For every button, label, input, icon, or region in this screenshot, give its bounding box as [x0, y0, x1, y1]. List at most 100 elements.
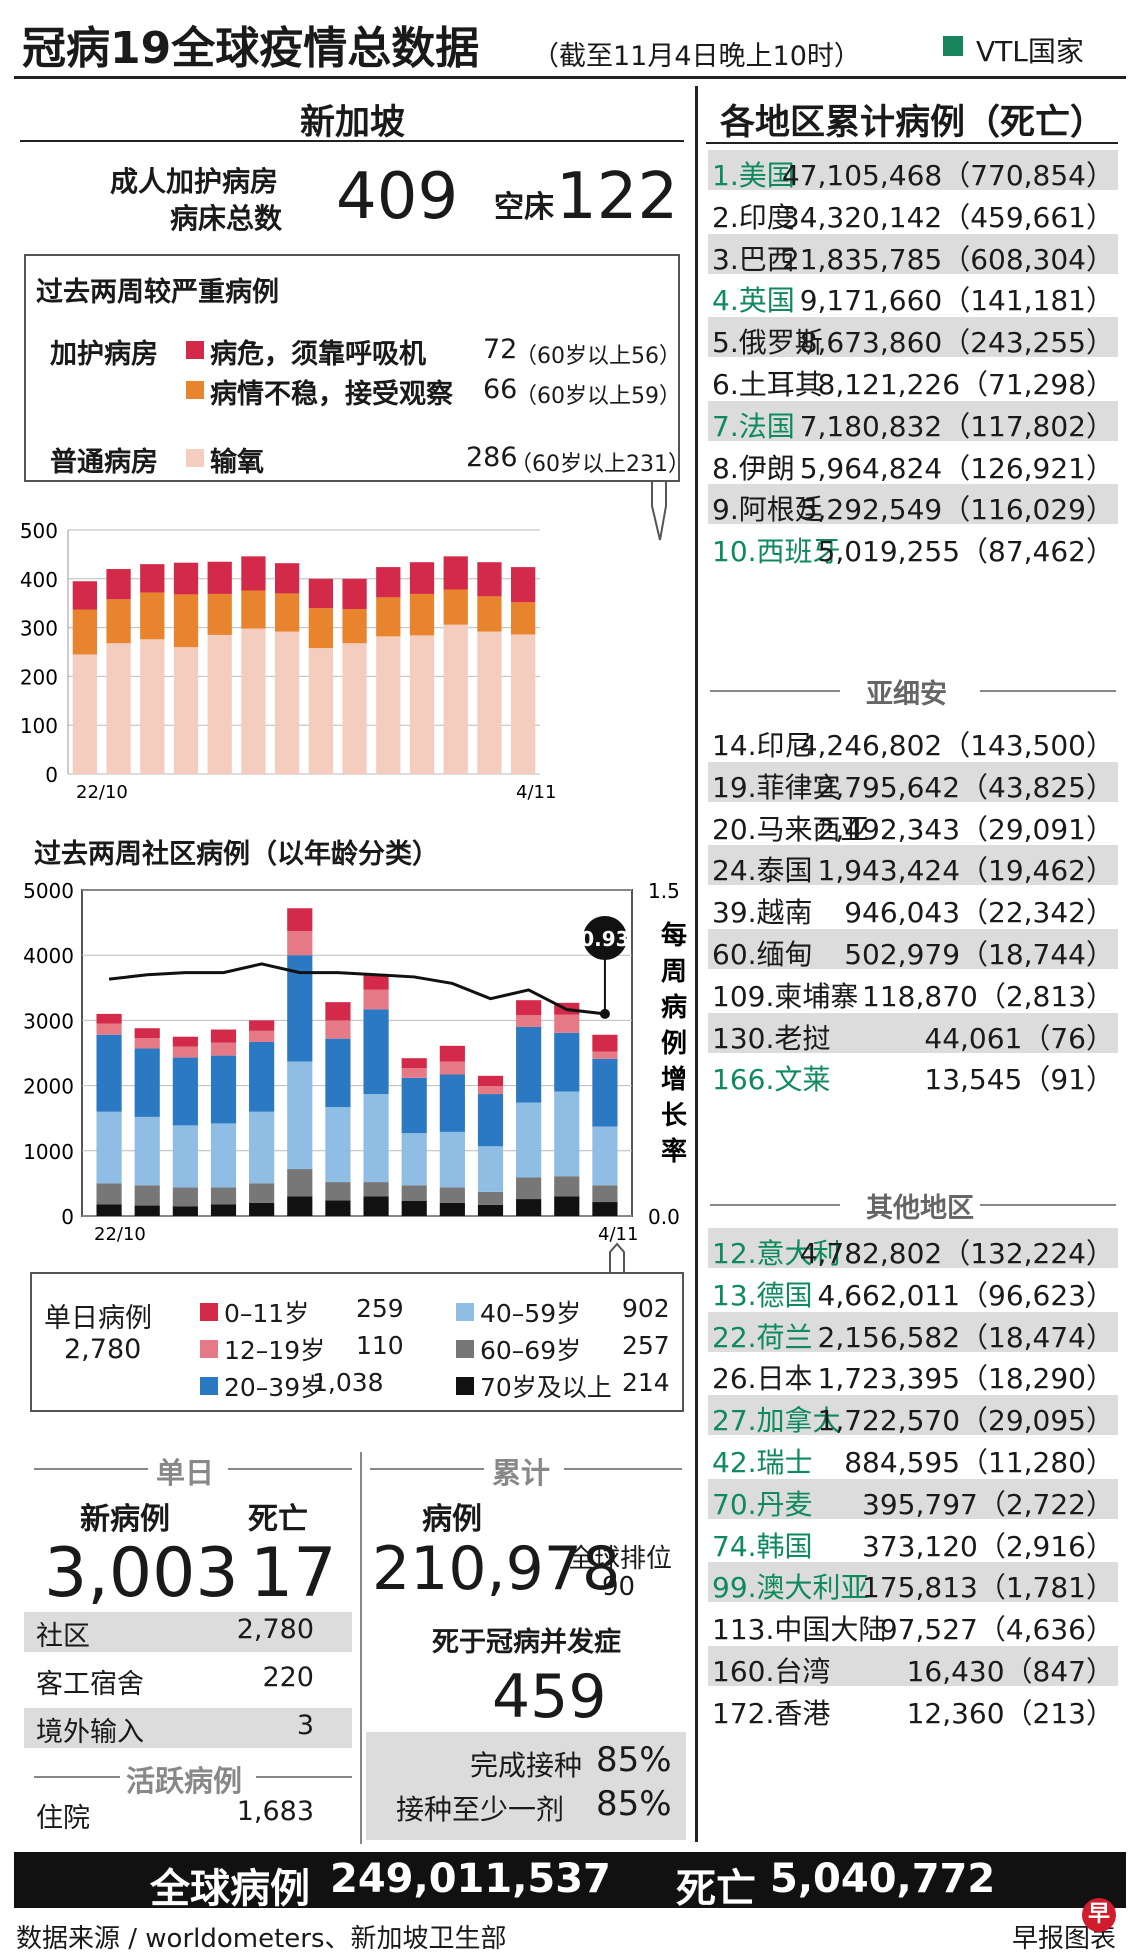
- chart1-bar-segment: [477, 631, 502, 774]
- chart2-bar-segment: [134, 1185, 160, 1206]
- region-name: 12.意大利: [712, 1237, 841, 1270]
- chart2-y2label-char: 病: [661, 993, 687, 1023]
- chart2-bar-segment: [592, 1034, 618, 1052]
- chart1-bar-segment: [511, 567, 536, 603]
- region-name: 10.西班牙: [712, 535, 841, 569]
- chart1-bar-segment: [106, 599, 131, 644]
- asean-rule-right: [980, 690, 1116, 692]
- daily-row-label-dorm: 客工宿舍: [36, 1669, 144, 1700]
- chart1-ytick: 300: [20, 617, 58, 641]
- chart2-bar-segment: [477, 1094, 504, 1147]
- chart2-bar-segment: [363, 1196, 389, 1216]
- active-rule-right: [256, 1776, 352, 1778]
- chart1-bar-segment: [106, 569, 131, 600]
- global-cases-value: 249,011,537: [330, 1856, 611, 1902]
- region-cases-deaths: 2,492,343（29,091）: [817, 812, 1114, 846]
- icu-label-1: 成人加护病房: [110, 165, 279, 198]
- chart1-bar-segment: [511, 634, 536, 774]
- region-cases-deaths: 884,595（11,280）: [844, 1446, 1114, 1479]
- chart2-y2label-char: 增: [661, 1064, 687, 1095]
- vacc-full-value: 85%: [596, 1740, 672, 1780]
- regions-title: 各地区累计病例（死亡）: [720, 103, 1106, 143]
- chart1-ytick: 500: [20, 519, 58, 543]
- active-title: 活跃病例: [126, 1764, 243, 1798]
- region-name: 27.加拿大: [712, 1404, 841, 1438]
- vacc-full-label: 完成接种: [470, 1749, 583, 1782]
- region-cases-deaths: 44,061（76）: [924, 1021, 1114, 1055]
- chart2-bar-segment: [516, 1102, 542, 1178]
- chart2-bar-segment: [134, 1205, 160, 1216]
- chart2-y2label-char: 周: [661, 957, 687, 987]
- age-legend-label: 12–19岁: [224, 1336, 326, 1365]
- chart2-bar-segment: [477, 1075, 504, 1087]
- region-name: 99.澳大利亚: [712, 1571, 869, 1605]
- chart1-bar-segment: [106, 643, 131, 774]
- chart2-bar-segment: [96, 1204, 122, 1216]
- chart1-bar-segment: [241, 590, 266, 629]
- region-cases-deaths: 946,043（22,342）: [844, 896, 1114, 930]
- region-name: 20.马来西亚: [712, 812, 869, 846]
- cum-cases-value: 210,978: [372, 1534, 621, 1604]
- chart2-bar-segment: [96, 1111, 122, 1184]
- chart1-bar-segment: [241, 628, 266, 774]
- chart2-callout-value: 0.93: [580, 927, 629, 951]
- chart2-ytick: 5000: [23, 879, 74, 903]
- chart1-bar-segment: [72, 609, 97, 655]
- region-cases-deaths: 2,795,642（43,825）: [817, 770, 1114, 804]
- hosp-label: 住院: [36, 1803, 90, 1834]
- chart2-frame: [81, 889, 633, 1217]
- region-name: 24.泰国: [712, 854, 813, 888]
- region-cases-deaths: 4,246,802（143,500）: [799, 729, 1114, 762]
- region-cases-deaths: 118,870（2,813）: [862, 979, 1114, 1013]
- chart2-bar-segment: [210, 1187, 237, 1205]
- chart2-bar-segment: [96, 1013, 122, 1024]
- icu-total: 409: [336, 160, 459, 234]
- region-row-shade: [708, 1012, 1118, 1053]
- region-name: 26.日本: [712, 1362, 813, 1396]
- chart1-bar-segment: [409, 562, 435, 594]
- chart2-bar-segment: [249, 1030, 275, 1042]
- asean-title: 亚细安: [866, 679, 947, 710]
- empty-beds: 122: [556, 160, 679, 234]
- chart1-ytick: 0: [45, 763, 58, 787]
- age-legend-value: 110: [356, 1331, 404, 1360]
- region-name: 172.香港: [712, 1696, 831, 1730]
- age-legend-label: 60–69岁: [480, 1336, 582, 1365]
- chart2-bar-segment: [592, 1202, 618, 1216]
- chart1-bar-segment: [443, 556, 468, 590]
- vtl-legend-label: VTL国家: [976, 35, 1084, 68]
- region-name: 13.德国: [712, 1278, 813, 1312]
- region-cases-deaths: 5,019,255（87,462）: [817, 535, 1114, 569]
- chart2-bar-segment: [134, 1038, 160, 1049]
- critical-value: 72: [483, 334, 518, 365]
- column-divider: [695, 86, 698, 1842]
- chart1-bar-segment: [275, 563, 300, 594]
- chart1-bar-segment: [342, 609, 367, 644]
- daily-title: 单日: [156, 1456, 215, 1490]
- chart2-bar-segment: [401, 1185, 427, 1202]
- chart2-ytick: 0: [61, 1205, 74, 1229]
- chart2-growth-line: [108, 962, 606, 1016]
- region-cases-deaths: 4,662,011（96,623）: [817, 1278, 1114, 1312]
- icu-group-label: 加护病房: [50, 339, 158, 370]
- age-legend-value: 214: [622, 1368, 670, 1397]
- age-legend-label: 40–59岁: [480, 1299, 582, 1328]
- cum-rule-left: [370, 1468, 484, 1470]
- deaths-value: 17: [250, 1534, 337, 1613]
- region-name: 166.文莱: [712, 1063, 831, 1097]
- global-cases-label: 全球病例: [150, 1866, 310, 1912]
- chart1-ytick: 400: [20, 568, 58, 592]
- age-legend-label: 0–11岁: [224, 1299, 310, 1328]
- chart2-bar-segment: [516, 1177, 542, 1200]
- region-name: 130.老挝: [712, 1021, 831, 1055]
- daily-row-value-dorm: 220: [262, 1662, 314, 1693]
- age-legend-label: 70岁及以上: [480, 1373, 612, 1402]
- region-cases-deaths: 1,723,395（18,290）: [817, 1362, 1114, 1396]
- chart1-bar-segment: [72, 654, 97, 774]
- chart2-bar-segment: [134, 1048, 160, 1117]
- region-name: 4.英国: [712, 284, 795, 318]
- region-cases-deaths: 175,813（1,781）: [862, 1571, 1114, 1605]
- chart2-bar-segment: [363, 989, 389, 1010]
- oxygen-swatch: [186, 449, 204, 467]
- source-text: 数据来源 / worldometers、新加坡卫生部: [16, 1924, 507, 1954]
